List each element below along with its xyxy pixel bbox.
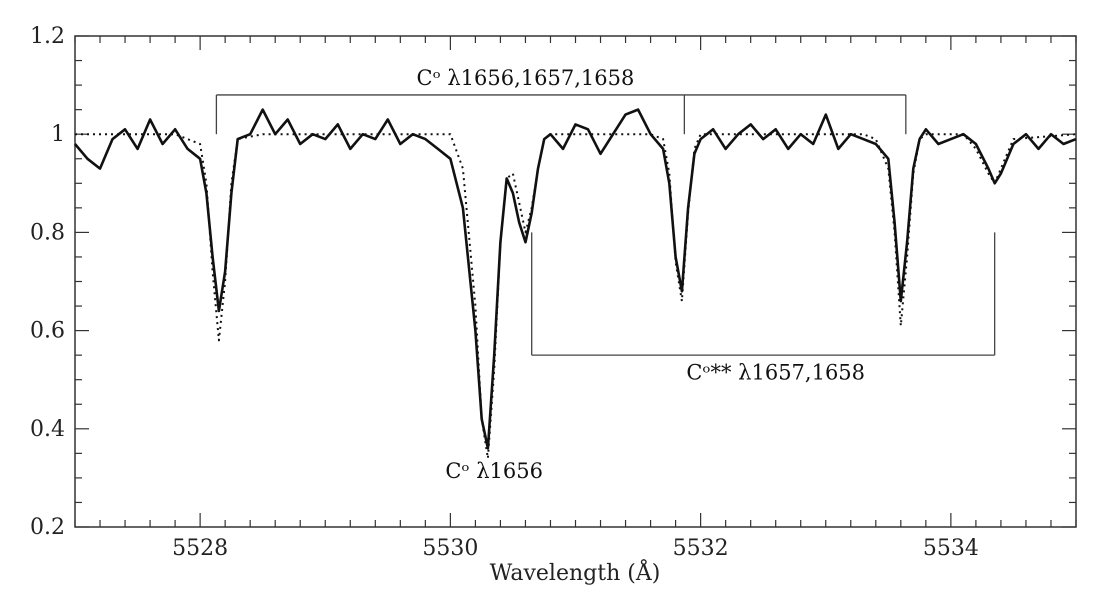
x-tick-label: 5528 [172, 536, 228, 561]
annotation-labels: Cᵒ λ1656,1657,1658 Cᵒ** λ1657,1658 Cᵒ λ165… [417, 66, 866, 483]
annotation-c-star: Cᵒ** λ1657,1658 [686, 361, 865, 385]
observed-spectrum-line [74, 108, 1077, 450]
y-tick-label: 0.8 [30, 220, 65, 245]
x-tick-label: 5530 [422, 536, 478, 561]
x-tick-label: 5532 [673, 536, 729, 561]
annotation-c-1656: Cᵒ λ1656 [445, 459, 543, 483]
y-tick-label: 0.2 [30, 515, 65, 540]
y-tick-label: 0.4 [30, 417, 65, 442]
x-tick-label: 5534 [923, 536, 979, 561]
y-tick-label: 0.6 [30, 319, 65, 344]
y-tick-label: 1 [51, 122, 65, 147]
annotation-c-all: Cᵒ λ1656,1657,1658 [417, 66, 635, 90]
axis-ticks [74, 35, 1077, 528]
tick-labels: 5528 5530 5532 5534 0.2 0.4 0.6 0.8 1 1.2 [30, 24, 979, 561]
series-lines [74, 108, 1077, 460]
model-fit-line [75, 133, 1077, 460]
annotation-brackets [215, 94, 996, 356]
plot-frame [74, 35, 1077, 528]
x-axis-title: Wavelength (Å) [490, 558, 661, 586]
y-tick-label: 1.2 [30, 24, 65, 49]
